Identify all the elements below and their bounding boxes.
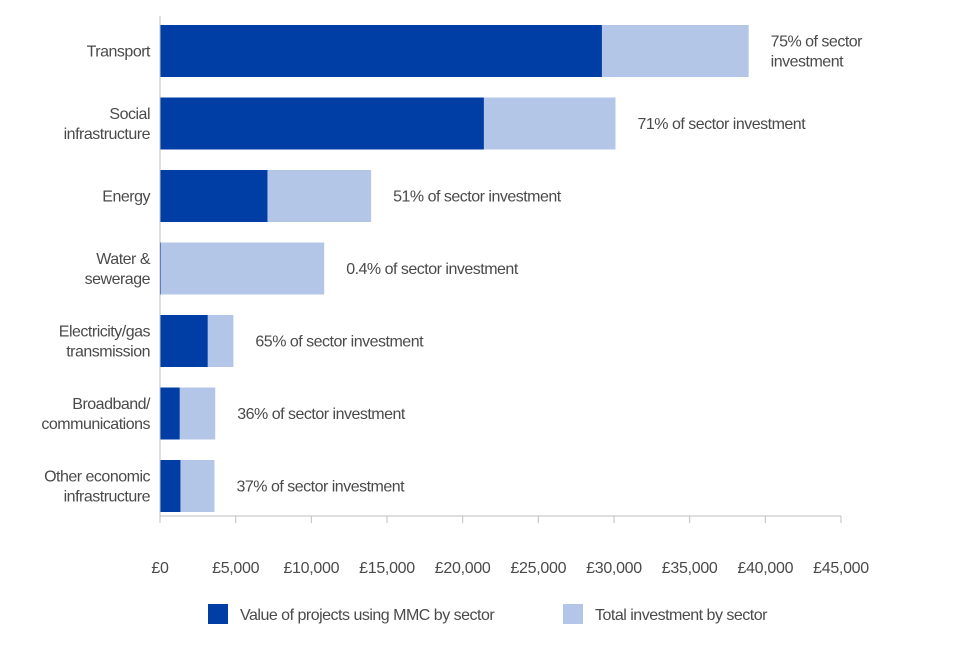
category-label-broadband-communications: Broadband/communications (41, 396, 151, 433)
legend-label-value-of-projects-using-mmc-by-sector: Value of projects using MMC by sector (240, 607, 495, 624)
category-label-broadband-communications-line: Broadband/ (72, 396, 151, 413)
annotation-transport-line: investment (771, 54, 844, 71)
annotation-energy: 51% of sector investment (393, 189, 562, 206)
annotation-electricity-gas-transmission-line: 65% of sector investment (255, 334, 424, 351)
category-label-energy: Energy (102, 189, 150, 206)
annotation-energy-line: 51% of sector investment (393, 189, 562, 206)
category-label-electricity-gas-transmission-line: transmission (66, 344, 150, 361)
bar-total-investment-by-sector-water-sewerage (160, 242, 325, 295)
category-label-other-economic-infrastructure-line: infrastructure (64, 489, 151, 506)
x-tick-label: £45,000 (813, 560, 869, 577)
x-tick-label: £5,000 (212, 560, 260, 577)
bar-value-of-projects-using-mmc-by-sector-transport (160, 25, 602, 77)
annotation-social-infrastructure-line: 71% of sector investment (638, 116, 807, 133)
bar-value-of-projects-using-mmc-by-sector-energy (160, 170, 268, 222)
category-label-transport-line: Transport (87, 44, 151, 61)
labels-layer: Transport 75% of sector investment Social in… (41, 34, 863, 506)
legend-label-total-investment-by-sector: Total investment by sector (595, 607, 768, 624)
bar-value-of-projects-using-mmc-by-sector-other-economic-infrastructure (160, 460, 181, 512)
axis-layer: £0 £5,000 £10,000 £15,000 £20,000 £25,000 £30,… (151, 16, 870, 577)
annotation-water-sewerage-line: 0.4% of sector investment (346, 261, 519, 278)
annotation-social-infrastructure: 71% of sector investment (638, 116, 807, 133)
bar-value-of-projects-using-mmc-by-sector-social-infrastructure (160, 97, 484, 150)
annotation-broadband-communications: 36% of sector investment (237, 406, 406, 423)
x-tick-label: £0 (151, 560, 169, 577)
category-label-water-sewerage-line: Water & (96, 251, 151, 268)
bars-layer (160, 25, 749, 512)
x-tick-label: £30,000 (586, 560, 642, 577)
x-tick-label: £10,000 (283, 560, 339, 577)
legend: Value of projects using MMC by sector Tot… (208, 604, 769, 624)
category-label-water-sewerage: Water & sewerage (85, 251, 151, 288)
annotation-broadband-communications-line: 36% of sector investment (237, 406, 406, 423)
category-label-transport: Transport (87, 44, 151, 61)
category-label-water-sewerage-line: sewerage (85, 271, 151, 288)
category-label-broadband-communications-line: communications (41, 416, 150, 433)
category-label-social-infrastructure-line: infrastructure (64, 126, 151, 143)
annotation-transport-line: 75% of sector (771, 34, 864, 51)
annotation-other-economic-infrastructure-line: 37% of sector investment (236, 479, 405, 496)
annotation-electricity-gas-transmission: 65% of sector investment (255, 334, 424, 351)
category-label-energy-line: Energy (102, 189, 150, 206)
x-tick-label: £35,000 (662, 560, 718, 577)
annotation-water-sewerage: 0.4% of sector investment (346, 261, 519, 278)
annotation-other-economic-infrastructure: 37% of sector investment (236, 479, 405, 496)
x-tick-label: £40,000 (737, 560, 793, 577)
x-tick-label: £20,000 (435, 560, 491, 577)
annotation-transport: 75% of sector investment (771, 34, 864, 71)
category-label-social-infrastructure-line: Social (109, 106, 150, 123)
bar-value-of-projects-using-mmc-by-sector-electricity-gas-transmission (160, 315, 208, 367)
x-tick-label: £25,000 (510, 560, 566, 577)
legend-swatch-value-of-projects-using-mmc-by-sector (208, 604, 228, 624)
category-label-other-economic-infrastructure: Other economic infrastructure (44, 469, 151, 506)
bar-value-of-projects-using-mmc-by-sector-broadband-communications (160, 387, 180, 440)
x-tick-label: £15,000 (359, 560, 415, 577)
category-label-social-infrastructure: Social infrastructure (64, 106, 151, 143)
category-label-electricity-gas-transmission: Electricity/gas transmission (59, 324, 151, 361)
category-label-other-economic-infrastructure-line: Other economic (44, 469, 150, 486)
legend-swatch-total-investment-by-sector (563, 604, 583, 624)
category-label-electricity-gas-transmission-line: Electricity/gas (59, 324, 151, 341)
